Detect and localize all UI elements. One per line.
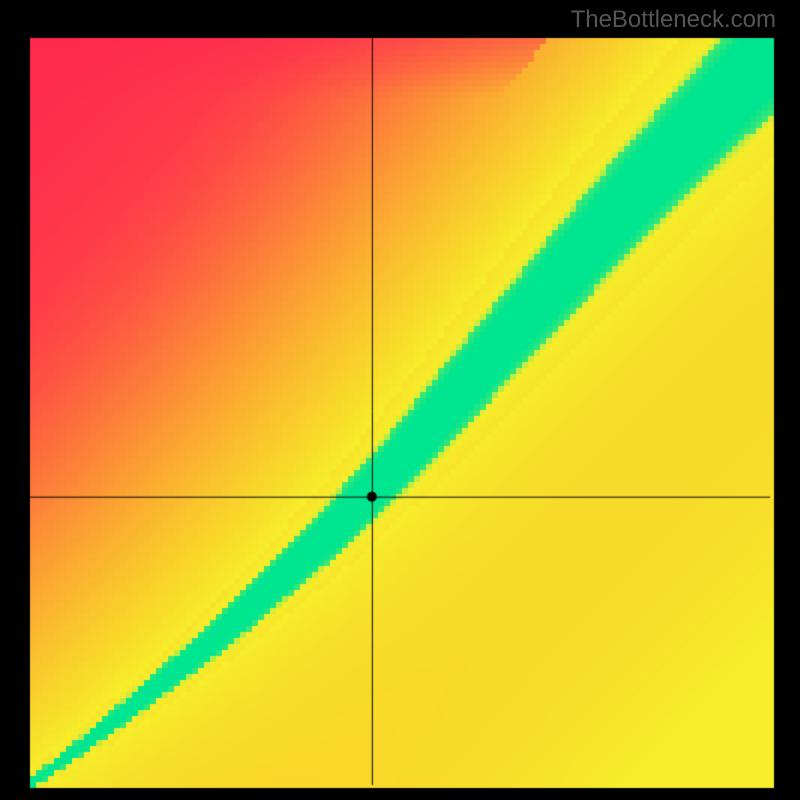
chart-container: TheBottleneck.com xyxy=(0,0,800,800)
watermark-text: TheBottleneck.com xyxy=(571,6,776,34)
bottleneck-heatmap xyxy=(0,0,800,800)
